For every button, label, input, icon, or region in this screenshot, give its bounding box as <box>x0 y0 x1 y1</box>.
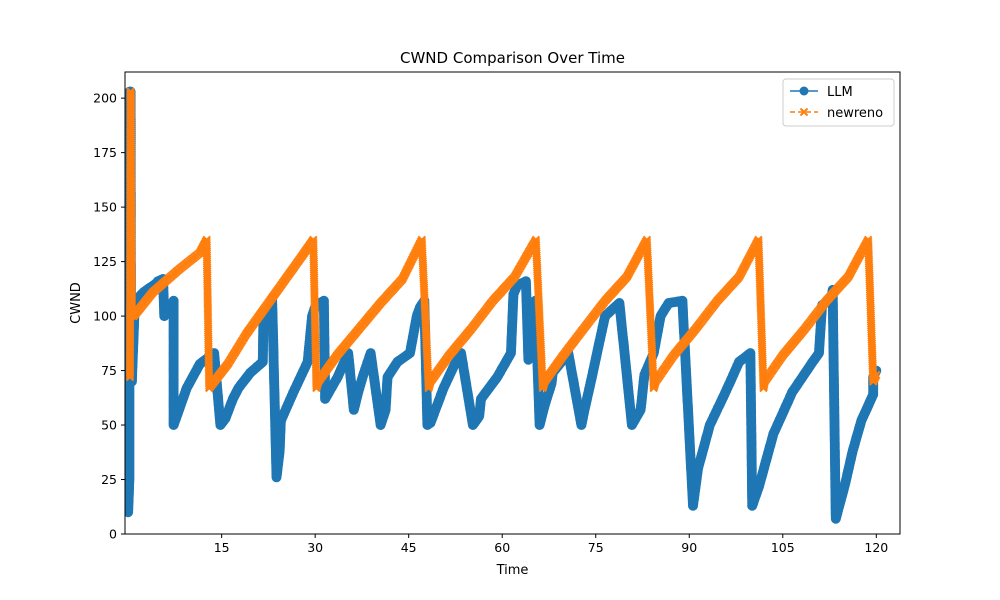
y-tick-label: 200 <box>93 91 117 106</box>
y-tick-label: 150 <box>93 200 117 215</box>
y-tick-label: 175 <box>93 145 117 160</box>
x-tick-label: 120 <box>864 540 888 555</box>
y-tick-label: 125 <box>93 254 117 269</box>
x-tick-label: 15 <box>214 540 230 555</box>
x-tick-label: 60 <box>494 540 510 555</box>
series-newreno <box>125 87 881 393</box>
legend-label-newreno: newreno <box>827 106 883 121</box>
chart-title: CWND Comparison Over Time <box>400 49 625 67</box>
y-tick-label: 0 <box>109 527 117 542</box>
y-tick-label: 50 <box>101 418 117 433</box>
x-tick-label: 30 <box>307 540 323 555</box>
x-tick-label: 90 <box>681 540 697 555</box>
series-line-llm <box>127 90 877 519</box>
x-tick-label: 45 <box>401 540 417 555</box>
x-tick-label: 75 <box>588 540 604 555</box>
plot-series-layer <box>125 86 882 524</box>
y-axis-label: CWND <box>69 282 84 324</box>
y-tick-label: 75 <box>101 363 117 378</box>
y-tick-label: 100 <box>93 309 117 324</box>
x-tick-label: 105 <box>771 540 795 555</box>
y-tick-label: 25 <box>101 472 117 487</box>
legend-label-llm: LLM <box>827 85 853 100</box>
x-axis-label: Time <box>496 563 529 578</box>
legend: LLM newreno <box>782 78 895 127</box>
legend-marker-llm <box>799 86 809 96</box>
